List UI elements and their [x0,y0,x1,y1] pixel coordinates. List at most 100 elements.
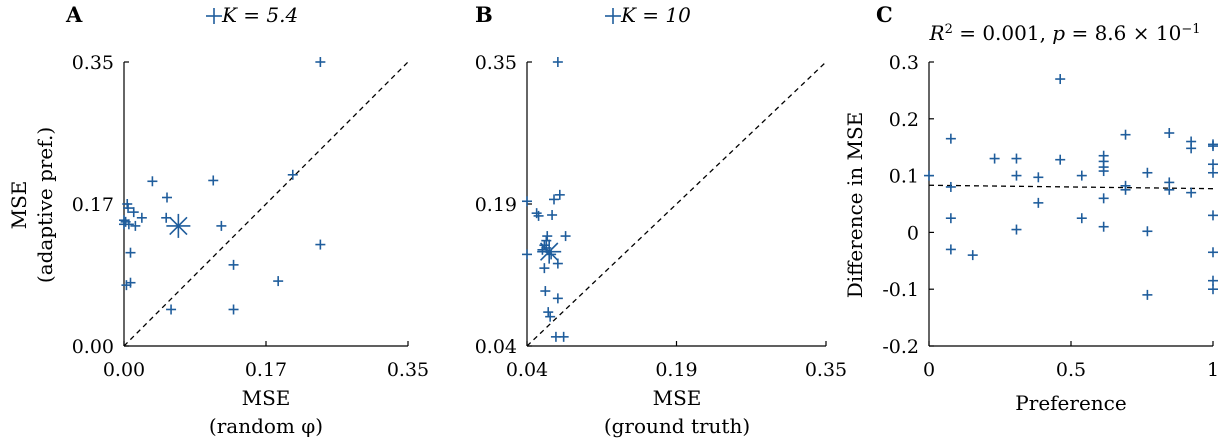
y-axis-label-a: MSE [7,181,31,230]
x-axis-sublabel-a: (random φ) [209,414,323,438]
ticks-c: 0 0.5 1 -0.2 -0.1 0 0.1 0.2 0.3 [882,52,1219,381]
data-point-c [1098,166,1109,177]
legend-label-a: K = 5.4 [221,3,298,27]
data-point-c [1208,159,1218,170]
y-axis-label-c: Difference in MSE [843,112,867,299]
data-point-b [549,194,560,205]
data-point-a [228,304,239,315]
data-point-c [1164,128,1175,138]
title-p-exponent: −1 [1181,22,1200,37]
data-point-b [543,307,554,318]
y-tick-label-a: 0.17 [72,194,114,216]
x-tick-label-a: 0.17 [245,359,287,381]
data-point-c [1033,172,1044,183]
y-tick-label-b: 0.35 [475,52,517,74]
data-point-b [558,331,569,342]
data-point-b [533,210,544,221]
x-tick-label-b: 0.04 [506,359,548,381]
data-point-c [1208,275,1218,286]
y-tick-label-c: -0.2 [882,336,919,358]
data-point-c [1208,167,1218,178]
data-point-a [123,219,134,230]
plot-area-b [522,57,827,347]
x-tick-label-b: 0.35 [805,359,847,381]
x-tick-label-c: 1 [1207,359,1219,381]
data-point-c [1142,226,1153,237]
data-point-c [945,244,956,255]
x-tick-label-b: 0.19 [655,359,697,381]
data-point-c [1011,153,1022,164]
data-point-a [123,203,134,214]
data-point-a [216,220,227,231]
data-point-b [539,263,550,274]
panel-b: B K = 10 0.04 0.19 0.35 0.04 0.19 0.35 MSE (g… [475,2,847,438]
data-point-c [1142,289,1153,300]
data-point-b [542,231,553,242]
title-r-symbol: R [929,21,945,45]
plot-area-c [924,62,1218,347]
data-point-a [136,212,147,223]
x-tick-label-a: 0.00 [103,359,145,381]
legend-a: K = 5.4 [206,3,298,27]
x-axis-label-b: MSE [653,386,702,410]
legend-b: K = 10 [605,3,691,27]
data-point-c [1142,167,1153,178]
x-tick-label-c: 0.5 [1056,359,1086,381]
data-point-b [540,286,551,297]
mean-marker-b-d2 [539,242,559,261]
data-point-c [924,170,934,181]
data-point-c [1120,129,1131,140]
data-point-b [552,293,563,304]
plot-area-a [119,57,409,347]
data-point-a [147,176,158,187]
data-point-c [1055,74,1066,85]
panel-label-b: B [475,2,493,27]
panel-label-a: A [65,2,83,27]
title-p-value: = 8.6 × 10 [1065,21,1181,45]
identity-line-b [526,61,827,347]
data-point-b [522,196,532,207]
data-point-b [552,57,563,67]
data-point-a [166,304,177,315]
x-axis-label-c: Preference [1015,391,1126,415]
x-tick-label-c: 0 [923,359,935,381]
y-axis-sublabel-a: (adaptive pref.) [33,127,57,283]
mean-marker-b [537,239,562,264]
title-p-symbol: p [1052,21,1065,45]
data-point-c [1011,170,1022,181]
mean-marker-a-d2 [169,216,188,236]
data-point-c [1120,184,1131,195]
identity-line-a [123,61,409,347]
y-tick-label-c: 0.3 [889,52,919,74]
data-point-a [162,192,173,203]
panel-label-c: C [876,2,893,27]
data-point-b [522,249,532,260]
data-point-a [130,220,141,231]
chart-title-c: R2 = 0.001, p = 8.6 × 10−1 [929,21,1201,45]
data-point-c [1208,141,1218,152]
panel-c: C R2 = 0.001, p = 8.6 × 10−1 0 0.5 1 -0.2 -0… [843,2,1219,415]
data-point-b [547,209,558,220]
mean-marker-a [166,213,191,238]
legend-label-b: K = 10 [620,3,691,27]
data-point-a [228,259,239,270]
data-point-c [1164,184,1175,195]
data-point-c [1055,154,1066,165]
y-tick-label-a: 0.00 [72,336,114,358]
legend-marker-a [206,8,222,24]
y-tick-label-c: 0.1 [889,166,919,188]
data-point-c [945,181,956,192]
ticks-a: 0.00 0.17 0.35 0.00 0.17 0.35 [72,52,429,381]
fit-line-c [928,184,1214,190]
data-point-c [1098,221,1109,232]
legend-marker-b [605,8,621,24]
y-tick-label-b: 0.19 [475,194,517,216]
data-point-b [560,231,571,242]
data-point-c [1076,170,1087,181]
y-tick-label-b: 0.04 [475,336,517,358]
data-point-c [1186,187,1197,198]
data-point-a [273,276,284,287]
ticks-b: 0.04 0.19 0.35 0.04 0.19 0.35 [475,52,847,381]
data-point-c [1186,143,1197,154]
data-point-a [125,247,136,258]
